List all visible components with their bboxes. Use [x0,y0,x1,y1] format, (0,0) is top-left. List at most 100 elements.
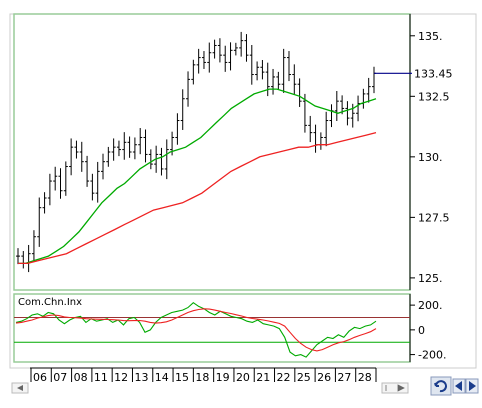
price-bar [191,59,196,85]
price-bar [228,42,233,71]
price-bar [132,137,137,160]
main-y-tick-label: 135. [418,30,443,43]
x-tick-label: 13 [134,371,148,384]
indicator-y-tick-label: 0 [418,324,425,337]
price-bar [324,111,329,147]
x-tick-label: 21 [256,371,270,384]
price-bar [233,42,238,56]
price-bar [116,140,121,157]
price-bar [255,61,260,81]
price-bar [148,149,153,170]
price-bar [127,136,132,158]
indicator-title: Com.Chn.Inx [18,297,82,308]
price-bar [239,31,244,57]
main-plot-frame [13,13,411,291]
price-bar [16,248,20,265]
x-tick-label: 18 [195,371,209,384]
price-bar [175,113,180,145]
indicator-green-line [15,302,377,358]
price-bar [281,48,286,93]
price-bar [345,101,350,126]
main-y-tick-label: 132.5 [418,90,450,103]
price-bar [47,173,52,206]
price-bar [212,39,217,59]
main-y-tick-label: 130. [418,151,443,164]
price-bar [201,51,206,69]
chart-outer-frame [9,13,477,369]
price-bar [26,244,31,273]
x-tick-label: 11 [94,371,108,384]
moving-average-green-line [18,88,377,265]
price-bar [42,192,47,214]
price-bar [106,146,111,167]
price-bar [334,90,339,122]
price-bar [308,115,313,143]
pan-right-icon [469,381,476,391]
x-tick-label: 14 [155,371,169,384]
price-bar [63,161,68,196]
scroll-right-arrow-icon [385,384,405,392]
moving-average-red-line [18,131,377,265]
x-tick-label: 08 [74,371,88,384]
x-tick-label: 06 [33,371,47,384]
x-tick-label: 25 [297,371,311,384]
price-bar [207,42,212,73]
price-bar [361,88,366,109]
price-bar [79,141,84,172]
indicator-y-tick-label: 200. [418,299,443,312]
price-bar [196,48,201,74]
price-bar [122,132,127,160]
price-bar [340,95,345,115]
price-bar [356,95,361,122]
x-tick-label: 20 [236,371,250,384]
price-bar [244,34,249,62]
price-bar [74,140,79,159]
price-bar [90,173,95,201]
price-bar [159,147,164,176]
price-bar [350,103,355,128]
price-bar [101,153,106,180]
price-bar [372,66,376,94]
price-bar [69,138,74,176]
price-bar [276,71,281,90]
indicator-red-line [15,308,377,352]
price-bar [21,251,26,269]
refresh-icon [434,380,447,393]
x-tick-label: 19 [216,371,230,384]
x-tick-label: 26 [317,371,331,384]
price-bar [217,38,222,63]
price-bar [286,51,291,82]
x-tick-label: 12 [114,371,128,384]
price-bar [138,128,143,155]
price-bar [292,64,297,95]
x-tick-label: 28 [358,371,372,384]
price-bar [223,45,228,72]
price-bar [180,89,185,130]
last-value-label: 133.45 [414,67,453,80]
price-bar [85,155,90,187]
x-tick-label: 22 [277,371,291,384]
price-bar [58,168,63,199]
price-bar [53,166,58,191]
price-bar [37,197,42,247]
x-tick-label: 07 [53,371,67,384]
price-bar [186,71,191,107]
scroll-left-arrow-icon [17,385,23,391]
price-bar [95,161,100,203]
pan-left-icon [455,381,462,391]
indicator-y-tick-label: -200. [418,349,446,362]
price-bar [318,132,323,150]
price-bar [249,44,254,85]
scroll-right-button[interactable] [381,382,409,394]
price-bar [164,139,169,180]
refresh-button[interactable] [430,376,452,396]
main-y-tick-label: 125. [418,272,443,285]
main-y-tick-label: 127.5 [418,211,450,224]
price-bar [265,62,270,97]
price-bar [111,138,116,161]
price-bar [260,60,265,80]
price-bar [297,78,302,107]
price-bar [143,129,148,163]
price-bar [31,230,36,261]
price-bar [329,104,334,128]
